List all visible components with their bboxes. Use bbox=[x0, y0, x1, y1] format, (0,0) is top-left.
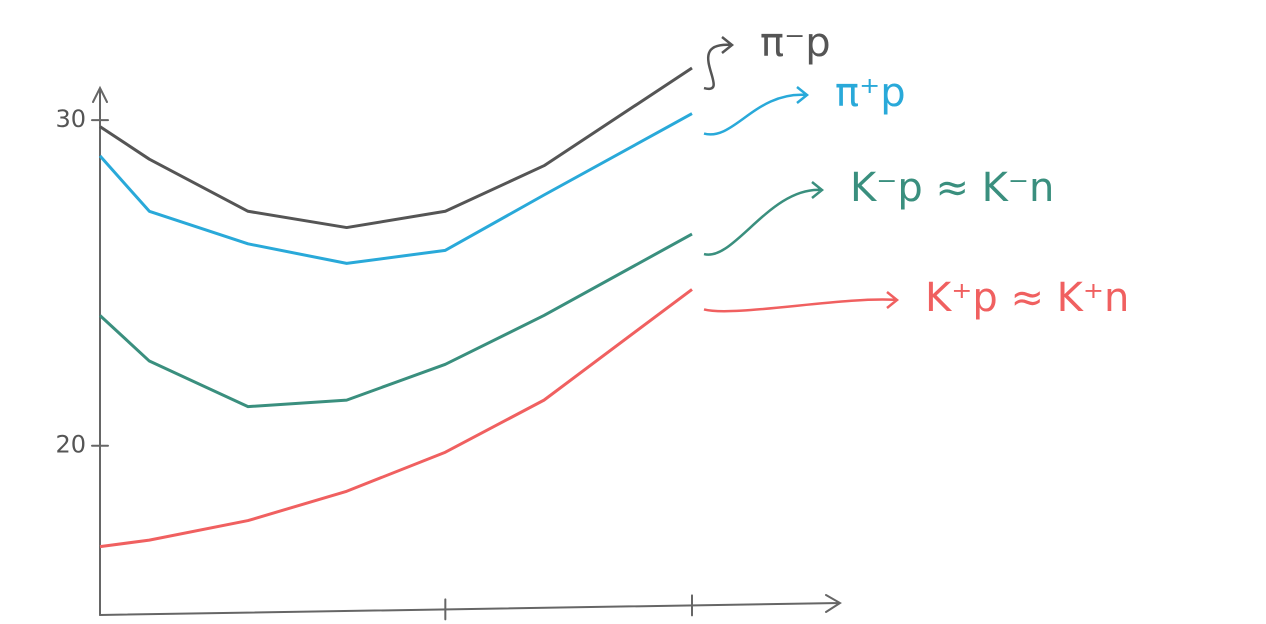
label-arrow bbox=[704, 37, 732, 89]
label-arrow bbox=[704, 182, 822, 255]
x-axis bbox=[100, 595, 840, 615]
label-arrow bbox=[704, 87, 807, 134]
y-tick-label: 20 bbox=[55, 431, 86, 459]
y-tick-label: 30 bbox=[55, 105, 86, 133]
series-line bbox=[100, 289, 692, 546]
legend-label: K⁺p ≈ K⁺n bbox=[925, 275, 1129, 321]
legend-label: K⁻p ≈ K⁻n bbox=[850, 165, 1054, 211]
page: 2030π⁻pπ⁺pK⁻p ≈ K⁻nK⁺p ≈ K⁺n (() => { co… bbox=[0, 0, 1266, 624]
y-axis bbox=[93, 88, 107, 615]
series-line bbox=[100, 234, 692, 407]
label-arrow bbox=[704, 292, 897, 311]
legend-label: π⁻p bbox=[760, 20, 831, 66]
legend-label: π⁺p bbox=[835, 70, 906, 116]
series-line bbox=[100, 114, 692, 264]
series-line bbox=[100, 68, 692, 228]
chart: 20 30 π⁻pπ⁺p K⁻p ≈ K⁻n K⁺p ≈ K⁺n bbox=[0, 0, 1266, 624]
